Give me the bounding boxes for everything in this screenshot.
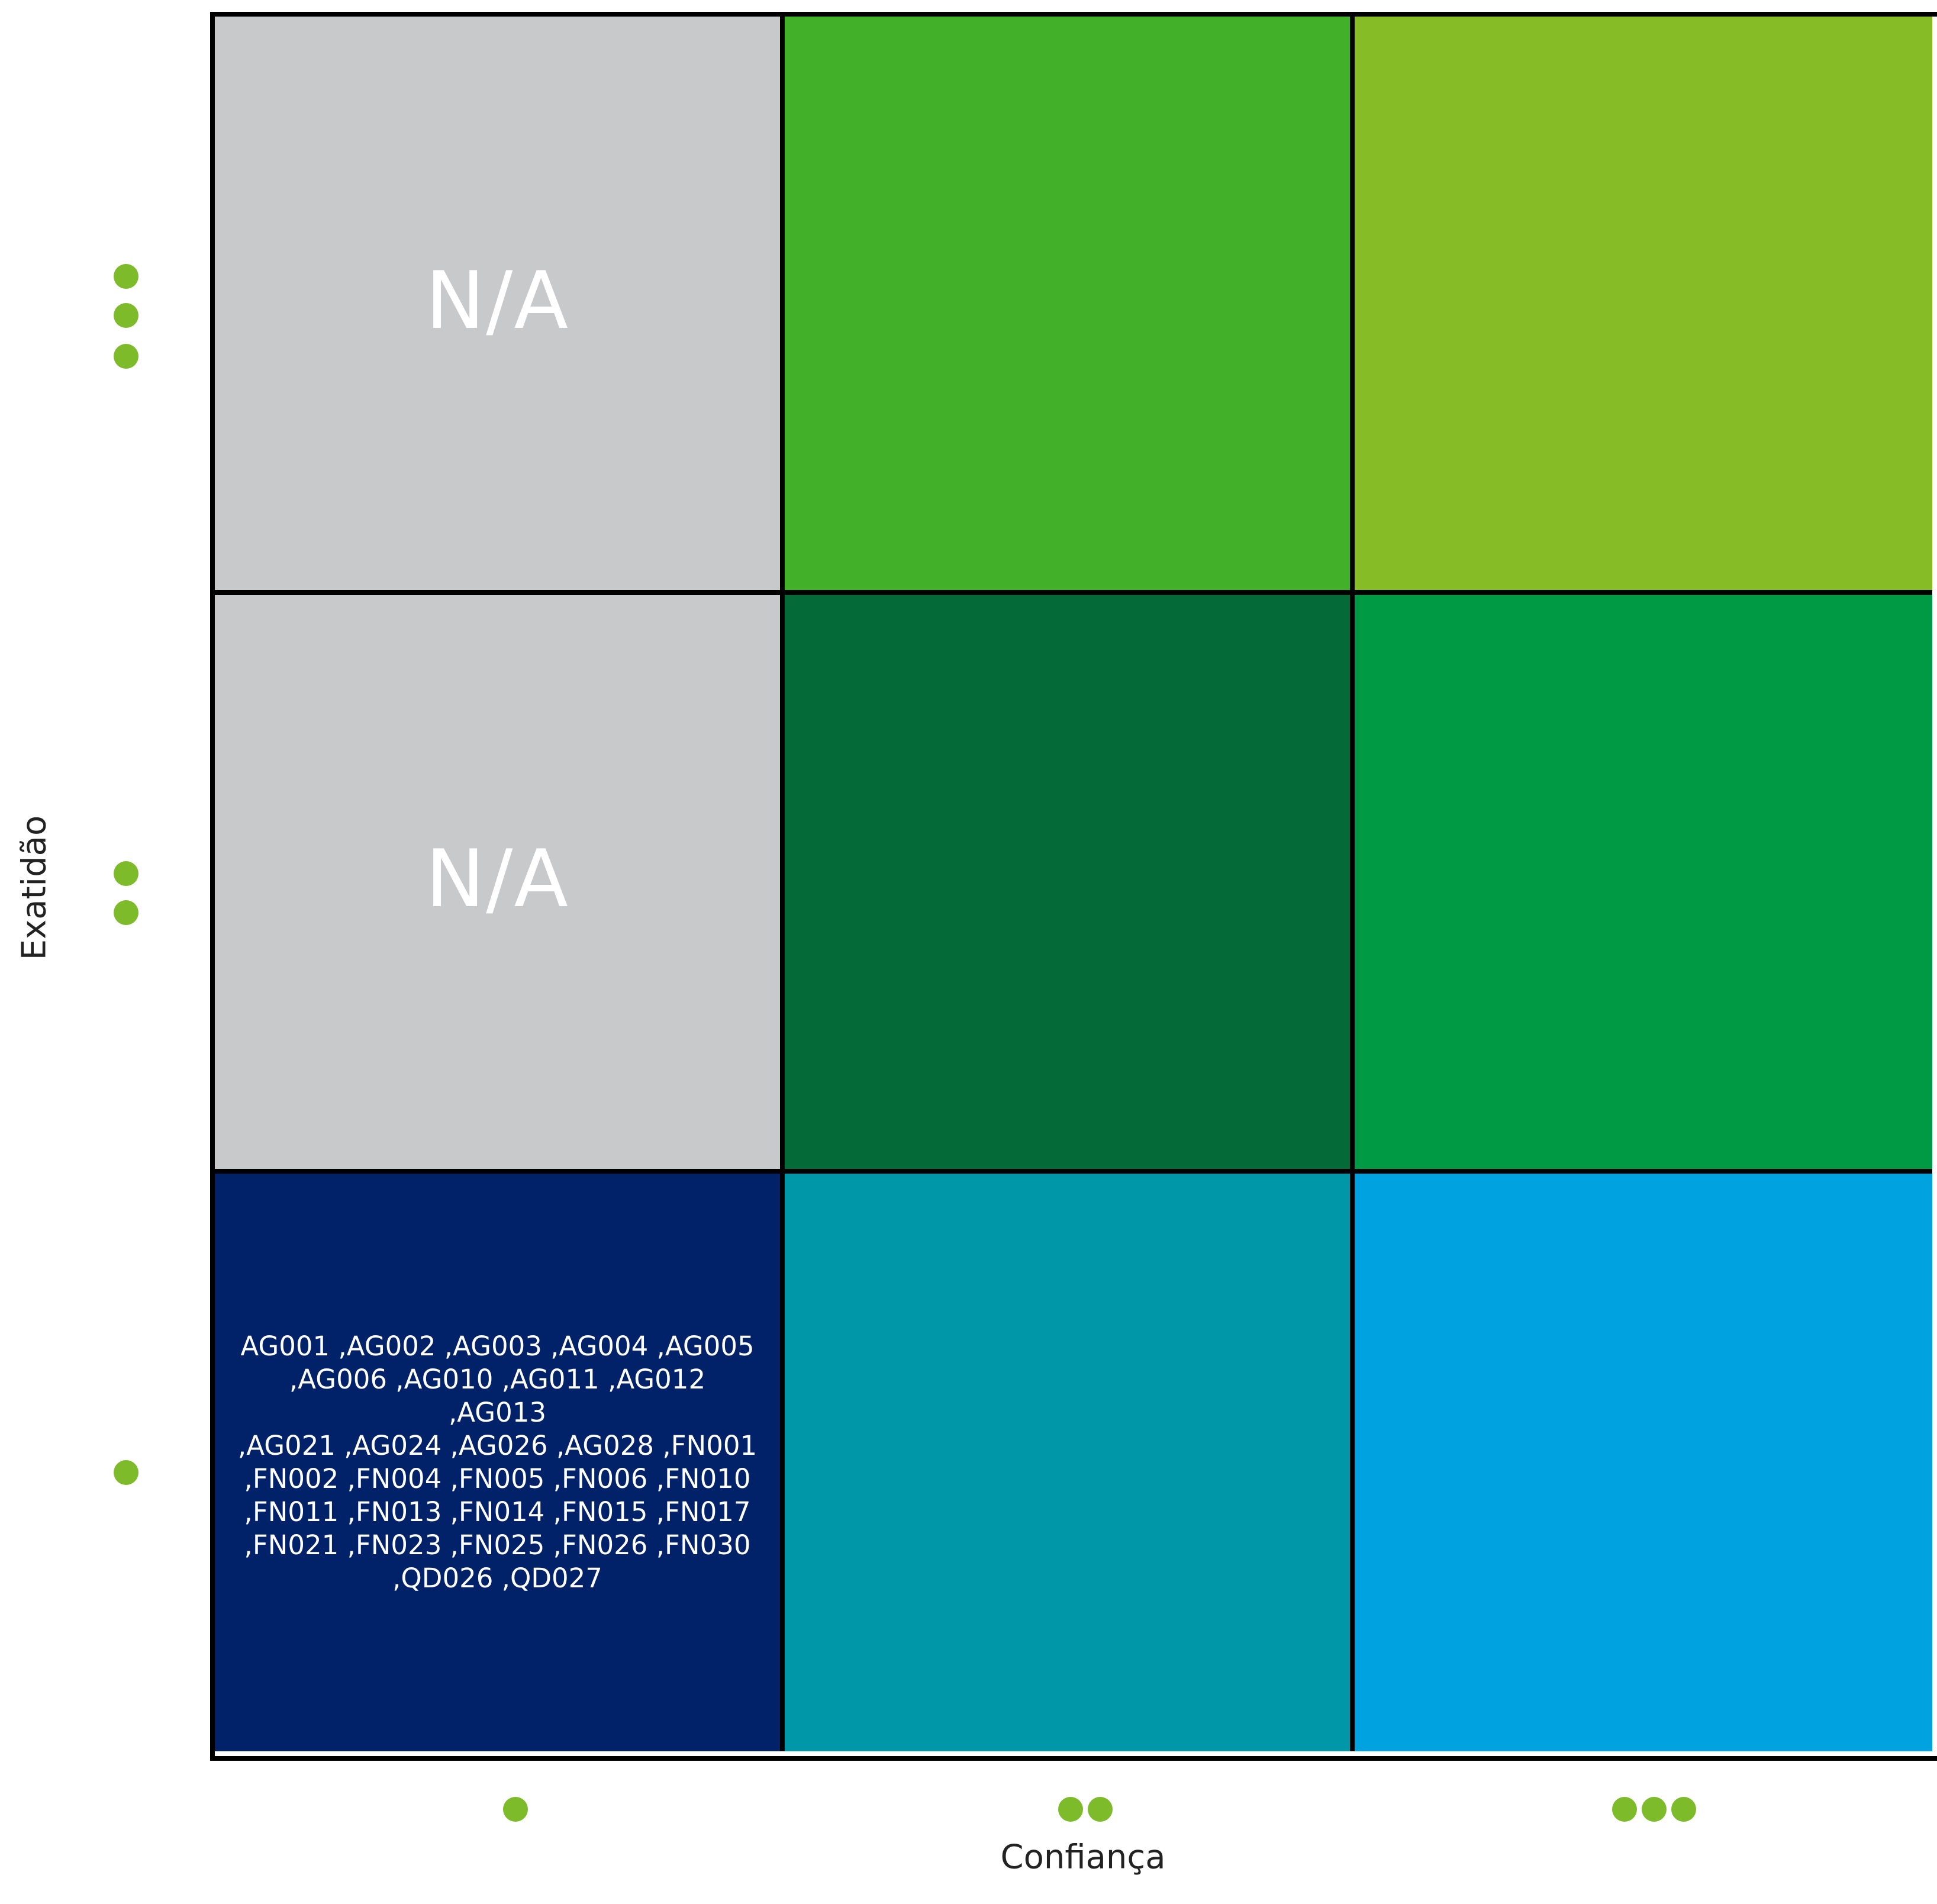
y-level-dot [114,264,138,289]
y-level-dot [114,344,138,369]
matrix-cell-high-accuracy-low-confidence: N/A [215,17,785,595]
x-level-dot [1671,1797,1696,1822]
y-level-dot [114,900,138,925]
x-level-dot [1642,1797,1667,1822]
cell-code-list: AG001 ,AG002 ,AG003 ,AG004 ,AG005 ,AG006… [237,1330,758,1594]
matrix-cell-low-accuracy-medium-confidence [785,1174,1355,1751]
x-level-dot [503,1797,528,1822]
x-level-dot [1088,1797,1113,1822]
y-level-dot [114,1460,138,1485]
matrix-cell-low-accuracy-low-confidence: AG001 ,AG002 ,AG003 ,AG004 ,AG005 ,AG006… [215,1174,785,1751]
x-level-dot [1058,1797,1083,1822]
y-level-dot [114,303,138,328]
cell-label: N/A [425,254,570,347]
matrix-cell-medium-accuracy-low-confidence: N/A [215,595,785,1174]
x-axis-title: Confiança [1000,1838,1166,1877]
matrix-cell-medium-accuracy-high-confidence [1355,595,1932,1174]
y-axis-title: Exatidão [15,815,54,961]
x-level-dot [1612,1797,1637,1822]
y-level-dot [114,861,138,886]
cell-label: N/A [425,833,570,925]
matrix-cell-high-accuracy-medium-confidence [785,17,1355,595]
matrix-cell-low-accuracy-high-confidence [1355,1174,1932,1751]
matrix-cell-high-accuracy-high-confidence [1355,17,1932,595]
matrix-cell-medium-accuracy-medium-confidence [785,595,1355,1174]
accuracy-confidence-matrix: N/A N/A AG001 ,AG002 ,AG003 ,AG004 ,AG00… [210,12,1937,1761]
